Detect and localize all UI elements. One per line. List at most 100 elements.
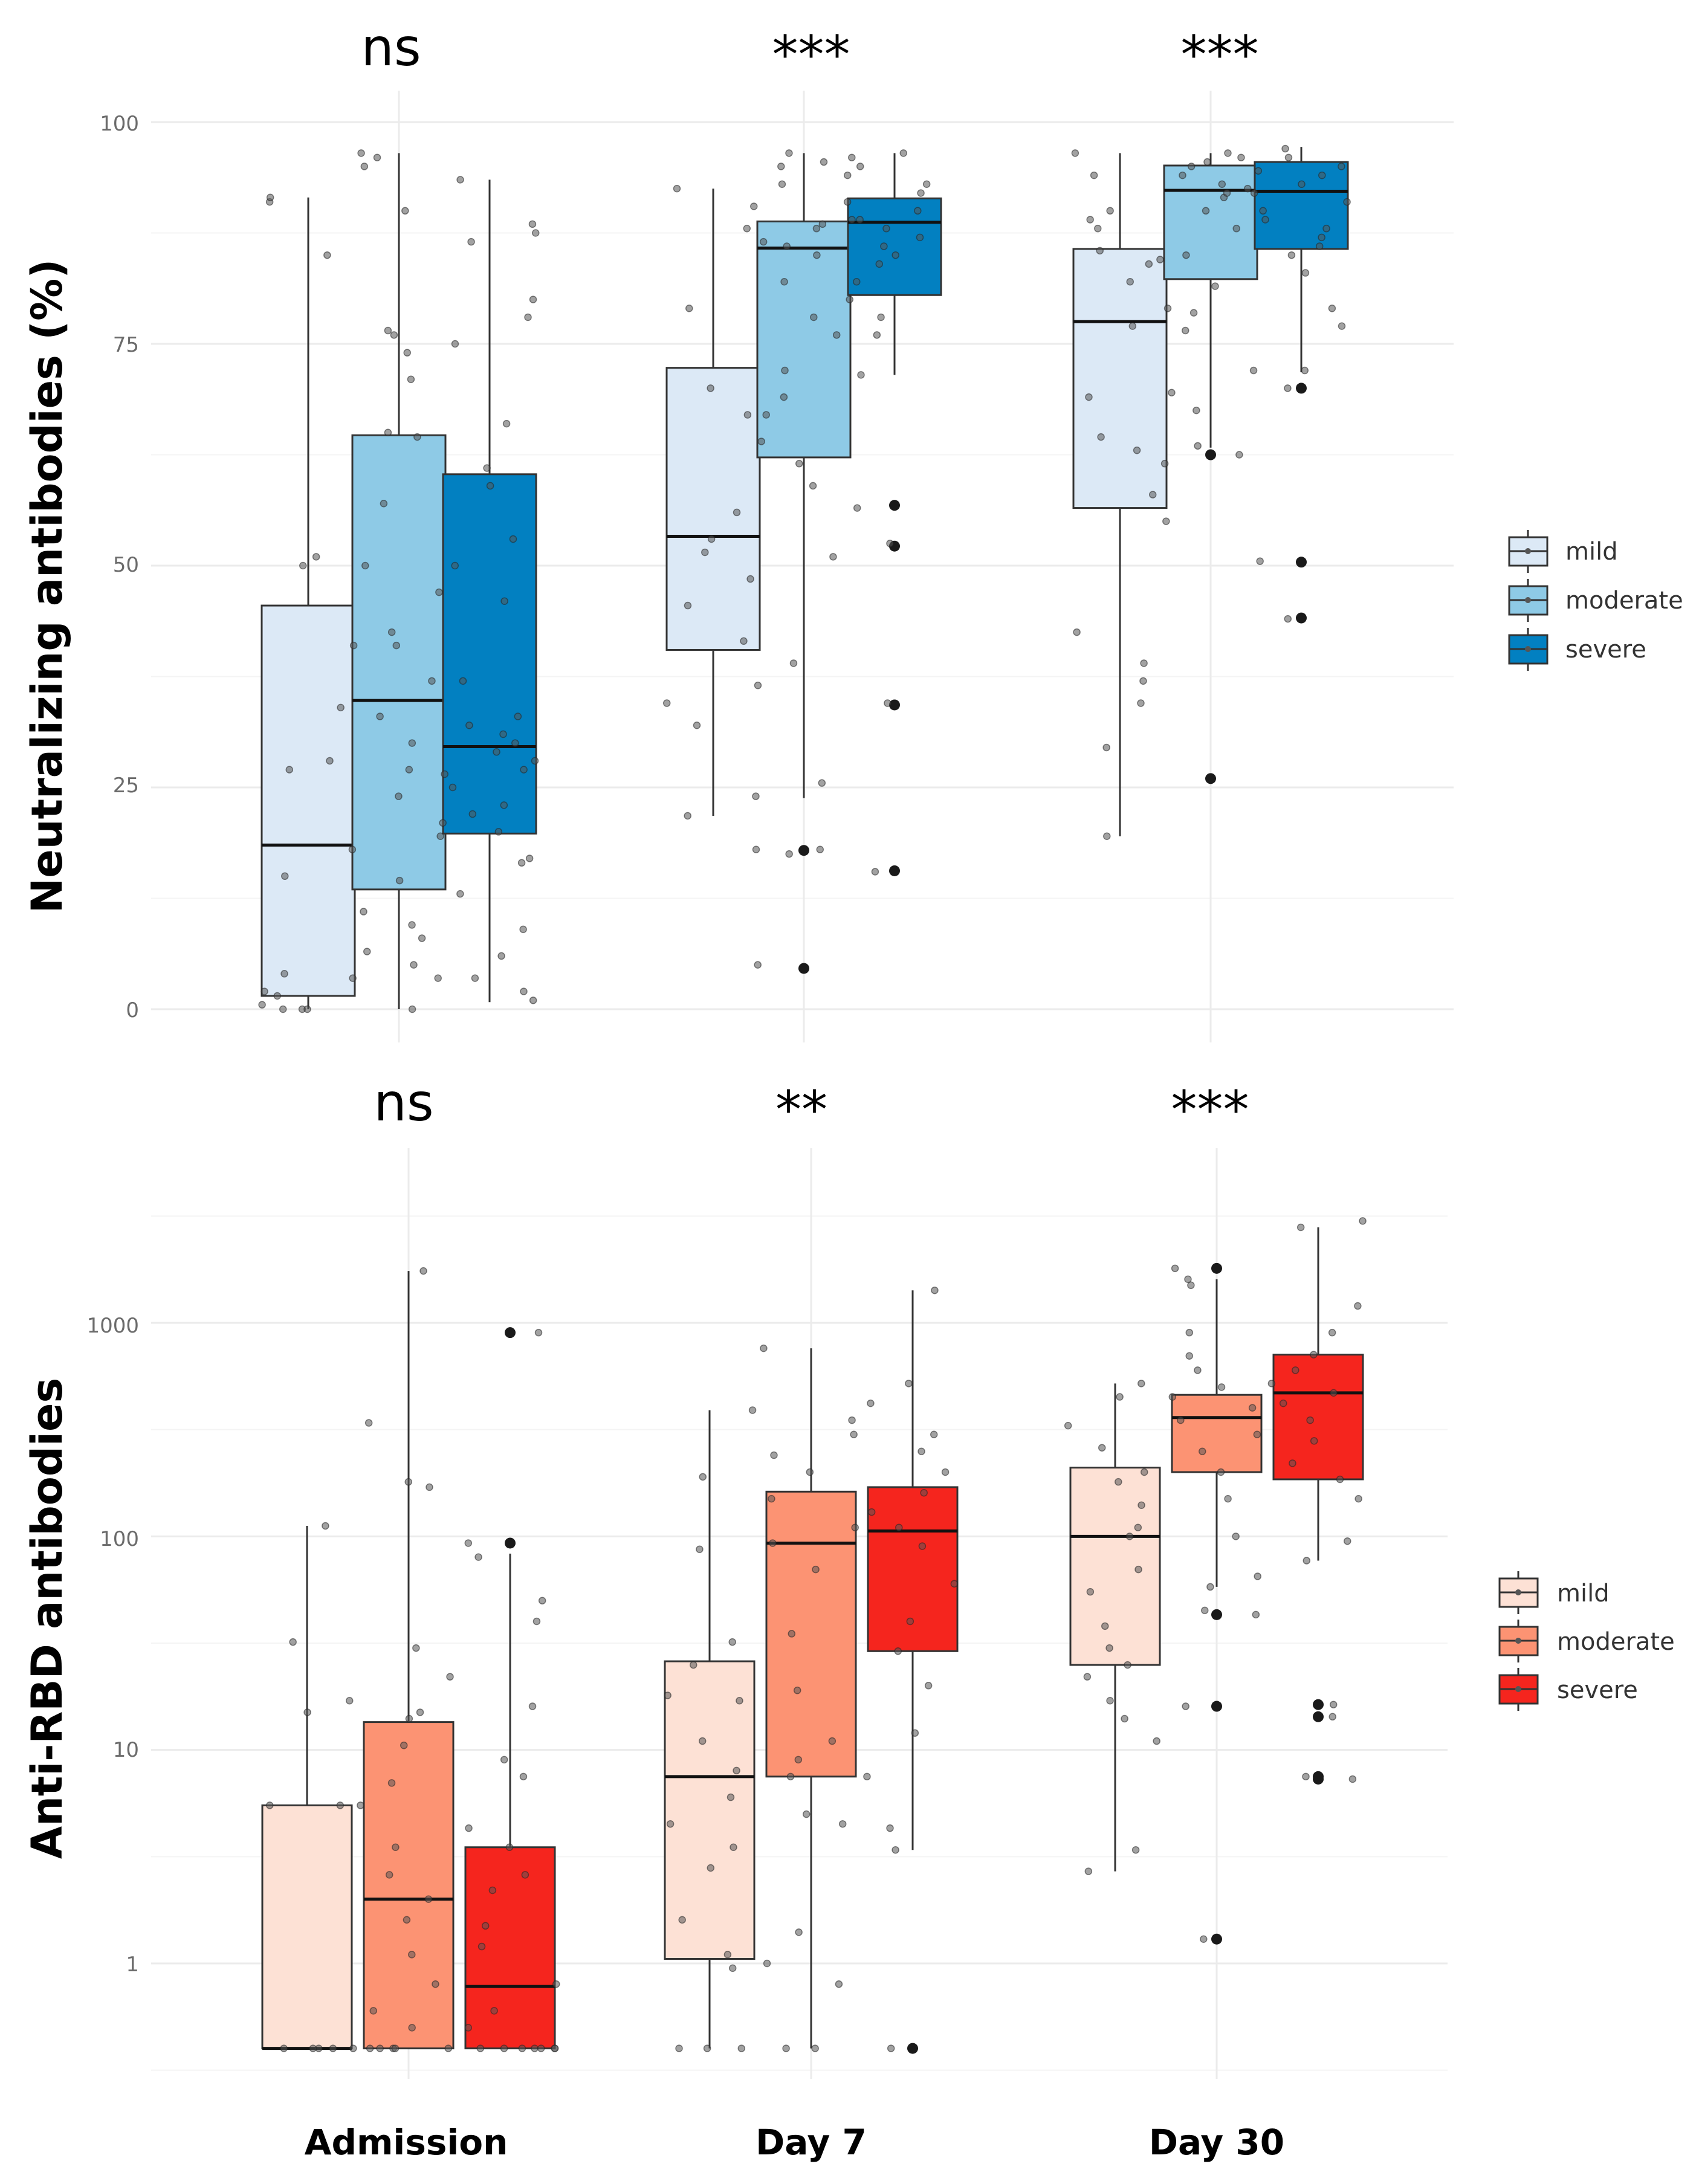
- legend-label-moderate: moderate: [1565, 587, 1683, 615]
- neutralizing-mild-day30-point: [1126, 277, 1134, 286]
- anti-rbd-moderate-day7-point: [811, 2044, 819, 2052]
- anti-rbd-severe-day7-point: [911, 1729, 919, 1737]
- neutralizing-severe-day7-point: [844, 171, 852, 179]
- anti-rbd-severe-admission-point: [532, 1617, 541, 1626]
- neutralizing-mild-day30-point: [1086, 216, 1094, 224]
- neutralizing-mild-admission-point: [285, 766, 294, 774]
- anti-rbd-severe-admission-outlier: [505, 1537, 516, 1549]
- neutralizing-severe-day30-box: [1254, 161, 1349, 250]
- neutralizing-severe-day30-point: [1259, 207, 1267, 215]
- neutralizing-severe-admission-point: [493, 748, 500, 756]
- neutralizing-moderate-day7-point: [759, 237, 768, 246]
- anti-rbd-panel: 1 10 100 1000 Anti-RBD antibodies ns ** …: [22, 1073, 1675, 2163]
- neutralizing-mild-day30-point: [1139, 677, 1147, 685]
- neutralizing-moderate-day7-point: [832, 331, 841, 339]
- neutralizing-moderate-admission-point: [360, 163, 369, 170]
- anti-rbd-moderate-day7-point: [812, 1565, 820, 1574]
- neutralizing-moderate-day7-point: [780, 277, 788, 286]
- neutralizing-mild-admission-point: [299, 561, 307, 570]
- neutralizing-moderate-day7-point: [754, 961, 762, 969]
- neutralizing-moderate-day30-point: [1187, 163, 1196, 170]
- neutralizing-severe-day7-point: [877, 313, 885, 321]
- anti-rbd-moderate-day7-point: [763, 1959, 771, 1968]
- neutralizing-mild-day30-point: [1085, 393, 1093, 401]
- legend2-key-moderate: [1498, 1620, 1539, 1662]
- neutralizing-severe-day30-point: [1298, 180, 1306, 189]
- anti-rbd-moderate-day30-point: [1200, 1935, 1208, 1943]
- anti-rbd-moderate-day7-point: [802, 1810, 811, 1818]
- anti-rbd-moderate-admission-point: [404, 1478, 413, 1486]
- anti-rbd-moderate-day30-point: [1201, 1606, 1209, 1615]
- neutralizing-severe-day7-point: [848, 153, 856, 161]
- anti-rbd-severe-day7-point: [905, 1380, 913, 1388]
- neutralizing-mild-day7-box: [665, 367, 761, 651]
- anti-rbd-moderate-day30-outlier: [1211, 1933, 1222, 1945]
- anti-rbd-boxes: [261, 1227, 1364, 2054]
- neutralizing-severe-admission-point: [531, 229, 540, 237]
- anti-rbd-severe-day7-point: [924, 1682, 933, 1690]
- neutralizing-severe-admission-point: [520, 766, 528, 774]
- anti-rbd-severe-day7-point: [886, 1824, 894, 1832]
- anti-rbd-severe-day7-point: [941, 1468, 950, 1476]
- neutralizing-severe-day30-point: [1256, 557, 1264, 565]
- neutralizing-severe-admission-point: [524, 313, 532, 321]
- anti-rbd-severe-day30-point: [1329, 1701, 1338, 1708]
- neutralizing-moderate-day30-point: [1235, 451, 1243, 459]
- neutralizing-severe-day7-point: [916, 233, 924, 242]
- anti-rbd-mild-day7-point: [699, 1473, 707, 1481]
- neutralizing-severe-day7-point: [880, 242, 888, 250]
- anti-rbd-moderate-day7-point: [788, 1630, 796, 1638]
- anti-rbd-moderate-day30-point: [1187, 1281, 1195, 1290]
- neutralizing-severe-admission-point: [514, 712, 522, 720]
- anti-rbd-mild-admission-point: [322, 1522, 329, 1530]
- neutralizing-mild-admission-point: [337, 703, 345, 712]
- neutralizing-moderate-day7-point: [848, 216, 856, 224]
- anti-rbd-severe-day30-point: [1296, 1223, 1305, 1232]
- neutralizing-mild-day7-point: [684, 601, 692, 610]
- neutralizing-mild-admission-point: [323, 251, 331, 259]
- anti-rbd-severe-admission-point: [477, 1942, 486, 1951]
- neutralizing-moderate-day30-point: [1254, 167, 1263, 175]
- neutralizing-mild-day30-point: [1128, 322, 1137, 330]
- anti-rbd-mild-admission-point: [265, 1801, 274, 1809]
- anti-rbd-severe-admission-point: [519, 1772, 528, 1781]
- neutralizing-moderate-admission-point: [428, 677, 436, 685]
- anti-rbd-mild-day7-point: [675, 2044, 683, 2052]
- anti-rbd-y-axis-label: Anti-RBD antibodies: [22, 1378, 72, 1859]
- neutralizing-severe-day7-outlier: [889, 500, 900, 511]
- neutralizing-moderate-day7-point: [778, 180, 786, 189]
- neutralizing-severe-day7-point: [856, 216, 864, 224]
- anti-rbd-moderate-day30-outlier: [1211, 1262, 1222, 1274]
- anti-rbd-moderate-day7-point: [782, 2044, 790, 2052]
- neutralizing-moderate-admission-point: [413, 433, 421, 441]
- neutralizing-moderate-admission-point: [390, 331, 398, 339]
- neutralizing-moderate-day30-point: [1189, 309, 1198, 317]
- anti-rbd-mild-day7-point: [748, 1406, 757, 1414]
- anti-rbd-mild-day7-point: [696, 1545, 704, 1553]
- neutralizing-moderate-day30-point: [1249, 366, 1258, 375]
- anti-rbd-severe-admission-point: [505, 1843, 514, 1852]
- anti-rbd-mild-admission-point: [309, 2044, 317, 2052]
- neutralizing-severe-admission-point: [529, 296, 537, 303]
- anti-rbd-moderate-admission-point: [385, 1871, 393, 1879]
- anti-rbd-moderate-day7-point: [769, 1539, 777, 1547]
- neutralizing-mild-day30-point: [1102, 743, 1110, 752]
- anti-rbd-moderate-day30-outlier: [1211, 1609, 1222, 1620]
- anti-rbd-moderate-day7-point: [795, 1928, 803, 1936]
- neutralizing-severe-admission-point: [456, 890, 464, 898]
- neutralizing-severe-day7-point: [922, 180, 931, 189]
- legend-key-severe: [1508, 628, 1549, 671]
- anti-rbd-moderate-day30-point: [1217, 1383, 1226, 1391]
- neutralizing-severe-day30-point: [1301, 366, 1309, 375]
- neutralizing-severe-day7-outlier: [889, 699, 900, 711]
- neutralizing-severe-day30-point: [1250, 189, 1258, 197]
- x-label-day30: Day 30: [1149, 2122, 1284, 2163]
- anti-rbd-mild-day30-point: [1086, 1588, 1095, 1596]
- neutralizing-severe-day30-point: [1281, 144, 1289, 153]
- anti-rbd-severe-day7-point: [895, 1523, 903, 1531]
- anti-rbd-severe-admission-point: [474, 1553, 482, 1561]
- anti-rbd-severe-day30-point: [1279, 1399, 1287, 1407]
- neutralizing-ytick-3: 75: [113, 333, 139, 357]
- anti-rbd-legend: mild moderate severe: [1498, 1571, 1675, 1711]
- neutralizing-moderate-day7-point: [752, 792, 760, 800]
